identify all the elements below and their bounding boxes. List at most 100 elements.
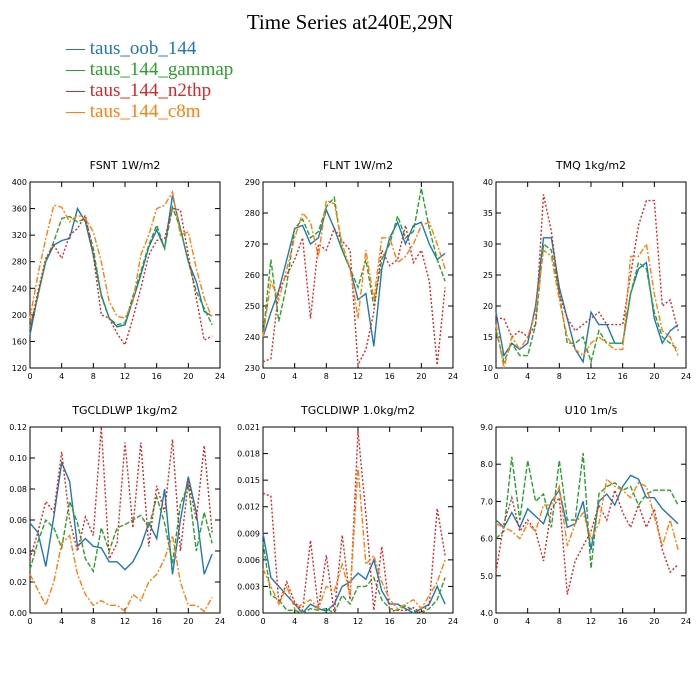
x-tick-label: 0 [27,372,32,380]
y-tick-label: 15 [483,333,493,342]
y-tick-label: 240 [245,333,260,342]
y-tick-label: 0.018 [237,450,260,459]
y-tick-label: 280 [12,258,27,267]
x-tick-label: 16 [385,372,395,380]
x-tick-label: 0 [493,617,498,625]
series-line-taus_oob_144 [495,237,679,364]
x-tick-label: 8 [324,372,329,380]
y-tick-label: 0.009 [237,529,260,538]
plot-frame [29,426,221,614]
x-tick-label: 0 [260,372,265,380]
panel-fsnt: FSNT 1W/m2 120 160 200 240 280 320 360 400 0 4 8 12 1… [12,159,225,380]
legend-swatch: — [66,101,90,122]
x-tick-label: 8 [557,372,562,380]
panel-tgcldlwp: TGCLDLWP 1kg/m2 0.00 0.02 0.04 0.06 0.08 0.10 0… [9,404,225,625]
legend-label: taus_oob_144 [89,38,197,59]
x-tick-label: 8 [324,617,329,625]
x-tick-label: 4 [59,617,64,625]
x-tick-label: 12 [120,372,130,380]
plot-frame [262,181,454,369]
series-line-taus_144_c8m [29,534,213,613]
y-tick-label: 230 [245,364,260,373]
y-tick-label: 250 [245,302,260,311]
series-line-taus_144_n2thp [29,426,213,562]
series-line-taus_144_c8m [29,190,213,320]
x-tick-label: 12 [353,372,363,380]
y-tick-label: 0.10 [9,454,27,463]
y-tick-label: 320 [12,231,27,240]
series-line-taus_oob_144 [262,533,446,615]
x-tick-label: 8 [91,372,96,380]
legend-label: taus_144_n2thp [89,80,212,101]
legend-swatch: — [66,59,90,80]
x-tick-label: 0 [493,372,498,380]
y-tick-label: 0.02 [9,578,27,587]
y-tick-label: 0.003 [237,582,260,591]
x-tick-label: 16 [618,372,628,380]
x-tick-label: 4 [525,372,530,380]
x-tick-label: 20 [649,372,659,380]
series-line-taus_144_gammap [29,204,213,327]
y-tick-label: 4.0 [480,609,493,618]
chart-title: Time Series at240E,29N [246,10,454,34]
series-line-taus_144_c8m [262,199,446,338]
plot-frame [495,181,687,369]
y-tick-label: 0.006 [237,556,260,565]
x-tick-label: 20 [183,617,193,625]
y-tick-label: 160 [12,337,27,346]
x-tick-label: 20 [416,617,426,625]
y-tick-label: 120 [12,364,27,373]
x-tick-label: 24 [215,372,225,380]
series-line-taus_144_gammap [262,188,446,338]
y-tick-label: 0.12 [9,423,27,432]
panel-title: TGCLDLWP 1kg/m2 [71,404,177,417]
x-tick-label: 16 [152,372,162,380]
x-tick-label: 16 [618,617,628,625]
y-tick-label: 8.0 [480,460,493,469]
y-tick-label: 0.000 [237,609,260,618]
y-tick-label: 0.00 [9,609,27,618]
y-tick-label: 0.08 [9,485,27,494]
panel-flnt: FLNT 1W/m2 230 240 250 260 270 280 290 0 4 8 12 16 20… [245,159,458,380]
y-tick-label: 9.0 [480,423,493,432]
series-line-taus_oob_144 [29,460,213,575]
panel-title: TMQ 1kg/m2 [555,159,626,172]
y-tick-label: 400 [12,178,27,187]
series-line-taus_144_c8m [262,466,446,610]
legend-label: taus_144_c8m [89,101,201,122]
y-tick-label: 35 [483,209,493,218]
x-tick-label: 12 [586,617,596,625]
series-line-taus_144_gammap [29,484,213,574]
legend-swatch: — [66,80,90,101]
x-tick-label: 4 [292,372,297,380]
panel-tgcldiwp: TGCLDIWP 1.0kg/m2 0.000 0.003 0.006 0.009 0.0… [237,404,458,625]
x-tick-label: 4 [292,617,297,625]
panel-u10: U10 1m/s 4.0 5.0 6.0 7.0 8.0 9.0 0 4 8 12 16 20 24 [480,404,691,625]
series-line-taus_144_n2thp [495,487,679,595]
legend-swatch: — [66,38,90,59]
y-tick-label: 0.06 [9,516,27,525]
series-line-taus_144_gammap [495,242,679,365]
x-tick-label: 24 [448,617,458,625]
x-tick-label: 20 [416,372,426,380]
legend-label: taus_144_gammap [89,59,234,80]
y-tick-label: 360 [12,205,27,214]
series-line-taus_144_gammap [262,541,446,614]
x-tick-label: 0 [27,617,32,625]
y-tick-label: 200 [12,311,27,320]
x-tick-label: 20 [649,617,659,625]
y-tick-label: 5.0 [480,572,493,581]
x-tick-label: 24 [681,372,691,380]
series-line-taus_144_n2thp [29,207,213,347]
panel-tmq: TMQ 1kg/m2 10 15 20 25 30 35 40 0 4 8 12 16 20 24 [483,159,691,380]
series-line-taus_144_n2thp [496,194,679,339]
series-line-taus_144_gammap [495,452,679,569]
y-tick-label: 240 [12,284,27,293]
y-tick-label: 7.0 [480,497,493,506]
x-tick-label: 4 [59,372,64,380]
x-tick-label: 8 [91,617,96,625]
plot-frame [495,426,687,614]
y-tick-label: 270 [245,240,260,249]
x-tick-label: 12 [586,372,596,380]
series-line-taus_144_n2thp [262,225,446,368]
